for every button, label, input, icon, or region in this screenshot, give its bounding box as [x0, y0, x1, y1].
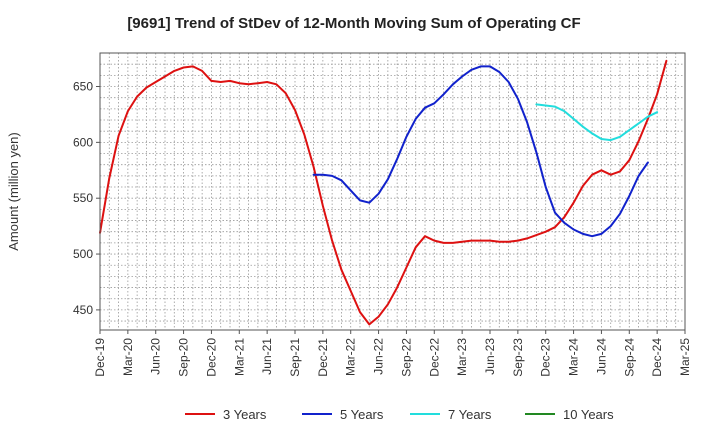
y-tick-label: 450: [73, 303, 93, 317]
x-tick-label: Dec-20: [204, 338, 218, 377]
chart-title: [9691] Trend of StDev of 12-Month Moving…: [127, 15, 580, 32]
series-line-3-years: [99, 59, 668, 326]
x-tick-label: Mar-22: [344, 338, 358, 376]
series-lines: [99, 59, 668, 326]
x-tick-label: Jun-24: [594, 338, 608, 375]
x-tick-label: Dec-22: [427, 338, 441, 377]
x-tick-label: Jun-20: [149, 338, 163, 375]
x-tick-label: Mar-20: [121, 338, 135, 376]
x-tick-label: Sep-21: [288, 338, 302, 377]
grid-lines: [99, 52, 686, 330]
x-tick-label: Mar-23: [455, 338, 469, 376]
x-tick-label: Dec-23: [539, 338, 553, 377]
y-tick-label: 600: [73, 135, 93, 149]
y-tick-label: 650: [73, 80, 93, 94]
x-tick-label: Mar-21: [232, 338, 246, 376]
x-tick-label: Jun-21: [260, 338, 274, 375]
x-tick-label: Dec-21: [316, 338, 330, 377]
y-axis-label: Amount (million yen): [6, 132, 21, 251]
x-tick-label: Sep-20: [177, 338, 191, 377]
y-tick-label: 550: [73, 191, 93, 205]
x-tick-label: Sep-23: [511, 338, 525, 377]
x-tick-label: Jun-22: [372, 338, 386, 375]
legend-label-7-years: 7 Years: [448, 407, 492, 422]
x-tick-label: Dec-24: [650, 338, 664, 377]
y-axis-ticks: 450 500 550 600 650: [73, 80, 100, 317]
y-tick-label: 500: [73, 247, 93, 261]
x-tick-label: Sep-22: [399, 338, 413, 377]
x-tick-label: Jun-23: [483, 338, 497, 375]
x-tick-label: Mar-25: [678, 338, 692, 376]
x-tick-label: Sep-24: [622, 338, 636, 377]
x-tick-label: Dec-19: [93, 338, 107, 377]
series-line-5-years: [312, 65, 649, 238]
series-line-7-years: [535, 103, 659, 142]
plot-frame: [99, 52, 686, 331]
x-axis-ticks: Dec-19 Mar-20 Jun-20 Sep-20 Dec-20 Mar-21 Jun-…: [93, 330, 692, 377]
legend-label-3-years: 3 Years: [223, 407, 267, 422]
x-tick-label: Mar-24: [567, 338, 581, 376]
legend: 3 Years 5 Years 7 Years 10 Years: [185, 407, 614, 422]
legend-label-5-years: 5 Years: [340, 407, 384, 422]
legend-label-10-years: 10 Years: [563, 407, 614, 422]
